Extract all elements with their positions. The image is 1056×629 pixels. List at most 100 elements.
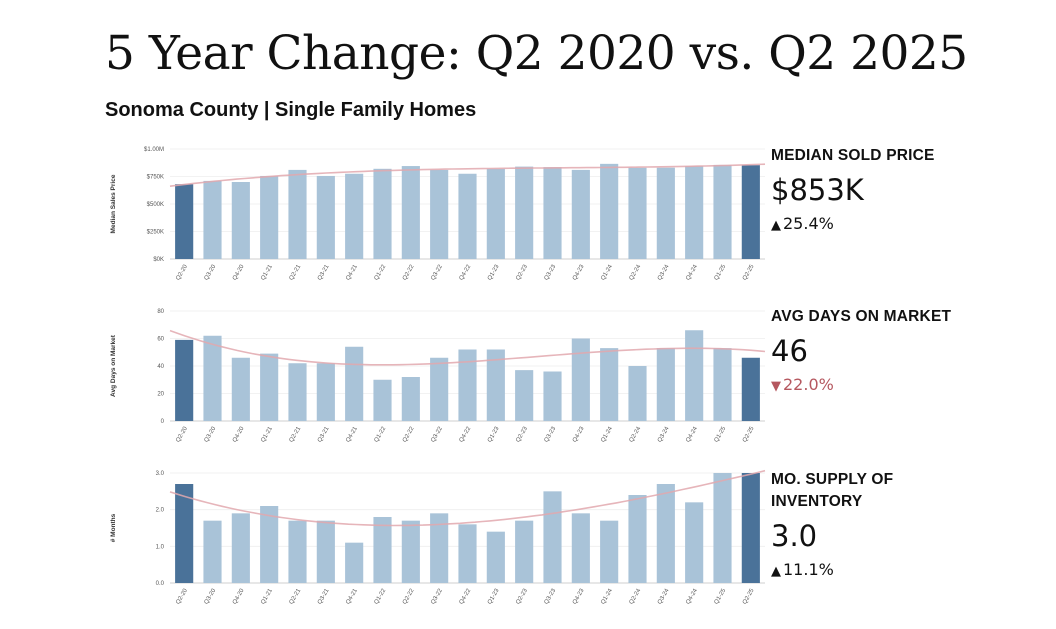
x-tick-label: Q1-22 <box>374 425 388 443</box>
x-tick-label: Q3-24 <box>657 425 671 443</box>
x-tick-label: Q4-21 <box>345 425 359 443</box>
x-tick-label: Q4-23 <box>572 263 586 281</box>
x-tick-label: Q3-22 <box>430 263 444 281</box>
bar-q3-22 <box>430 169 449 259</box>
x-tick-label: Q3-24 <box>657 263 671 281</box>
bar-q2-20 <box>175 484 194 583</box>
x-tick-label: Q3-23 <box>544 587 558 605</box>
x-tick-label: Q3-21 <box>317 263 331 281</box>
x-tick-label: Q1-25 <box>714 425 728 443</box>
bar-q1-22 <box>373 168 392 259</box>
bar-q2-21 <box>288 520 307 583</box>
bar-q2-22 <box>401 377 420 421</box>
bar-q1-25 <box>713 164 732 259</box>
x-tick-label: Q2-24 <box>629 587 643 605</box>
x-tick-label: Q2-20 <box>175 425 189 443</box>
x-tick-label: Q3-20 <box>204 587 218 605</box>
down-arrow-icon: ▼ <box>771 379 781 394</box>
bar-q2-25 <box>741 165 760 259</box>
kpi-change: ▼ 22.0% <box>771 375 1041 397</box>
bar-q4-24 <box>685 330 704 421</box>
bar-q4-22 <box>458 173 477 259</box>
kpi-value: $853K <box>771 173 864 207</box>
bar-q3-24 <box>656 484 675 583</box>
y-tick-label: $1.00M <box>144 147 164 153</box>
x-tick-label: Q2-23 <box>515 587 529 605</box>
y-tick-label: 0.0 <box>156 581 165 587</box>
x-tick-label: Q1-24 <box>600 425 614 443</box>
x-tick-label: Q1-23 <box>487 587 501 605</box>
x-tick-label: Q3-20 <box>204 263 218 281</box>
x-tick-label: Q2-20 <box>175 263 189 281</box>
y-tick-label: $0K <box>153 257 164 263</box>
x-tick-label: Q4-20 <box>232 425 246 443</box>
y-tick-label: 40 <box>157 364 164 370</box>
bar-q2-22 <box>401 520 420 583</box>
bar-q2-25 <box>741 357 760 421</box>
x-tick-label: Q4-22 <box>459 587 473 605</box>
x-tick-label: Q2-21 <box>289 425 303 443</box>
x-tick-label: Q2-20 <box>175 587 189 605</box>
bar-q2-23 <box>515 520 534 583</box>
x-tick-label: Q1-21 <box>260 587 274 605</box>
x-tick-label: Q4-24 <box>685 425 699 443</box>
x-tick-label: Q2-24 <box>629 263 643 281</box>
bar-q3-23 <box>543 167 562 259</box>
x-tick-label: Q4-21 <box>345 263 359 281</box>
y-axis-label: # Months <box>110 513 117 542</box>
kpi-value: 46 <box>771 334 808 368</box>
bar-q4-22 <box>458 349 477 421</box>
y-tick-label: 60 <box>157 337 164 343</box>
y-tick-label: 1.0 <box>156 544 165 550</box>
months-supply-chart: # Months 0.0 1.0 2.0 3.0 Q2-20 Q3-20 Q4-20 Q1-21… <box>110 469 766 605</box>
bar-q4-20 <box>231 513 250 583</box>
x-tick-label: Q4-21 <box>345 587 359 605</box>
bar-q4-21 <box>345 346 364 421</box>
x-tick-label: Q4-24 <box>685 263 699 281</box>
x-tick-label: Q2-22 <box>402 425 416 443</box>
y-tick-label: 20 <box>157 392 164 398</box>
bar-q4-23 <box>571 513 590 583</box>
bar-q3-23 <box>543 371 562 421</box>
trend-line <box>169 163 766 187</box>
kpi-change: ▲ 25.4% <box>771 214 1041 236</box>
x-tick-label: Q2-22 <box>402 263 416 281</box>
x-tick-label: Q2-23 <box>515 263 529 281</box>
bar-q3-20 <box>203 335 222 421</box>
bar-q4-24 <box>685 502 704 583</box>
up-arrow-icon: ▲ <box>771 564 781 579</box>
bar-q3-24 <box>656 167 675 259</box>
x-tick-label: Q1-21 <box>260 263 274 281</box>
bar-q3-20 <box>203 520 222 583</box>
x-tick-label: Q4-24 <box>685 587 699 605</box>
kpi-label: AVG DAYS ON MARKET <box>771 308 952 325</box>
kpi-change-value: 22.0% <box>783 375 834 394</box>
x-tick-label: Q3-22 <box>430 587 444 605</box>
bar-q3-21 <box>316 520 335 583</box>
bar-q2-22 <box>401 166 420 259</box>
x-tick-label: Q3-23 <box>544 425 558 443</box>
x-tick-label: Q2-25 <box>742 263 756 281</box>
x-tick-label: Q1-23 <box>487 263 501 281</box>
x-tick-label: Q4-20 <box>232 587 246 605</box>
x-tick-label: Q2-21 <box>289 587 303 605</box>
bar-q1-21 <box>260 506 279 583</box>
kpi-months-supply: MO. SUPPLY OF INVENTORY 3.0 ▲ 11.1% <box>771 469 931 582</box>
days-on-market-chart: Avg Days on Market 0 20 40 60 80 Q2-20 Q3-20 Q4-… <box>110 309 766 443</box>
bar-q3-20 <box>203 180 222 259</box>
x-tick-label: Q2-24 <box>629 425 643 443</box>
bar-q2-20 <box>175 339 194 421</box>
bar-q3-22 <box>430 357 449 421</box>
x-tick-label: Q2-23 <box>515 425 529 443</box>
y-tick-label: 80 <box>157 309 164 315</box>
bar-q3-24 <box>656 348 675 421</box>
bar-q2-20 <box>175 184 194 259</box>
bar-q1-22 <box>373 517 392 583</box>
x-tick-label: Q1-24 <box>600 587 614 605</box>
bar-q4-21 <box>345 173 364 259</box>
x-tick-label: Q1-24 <box>600 263 614 281</box>
bar-q4-23 <box>571 338 590 421</box>
bar-q2-24 <box>628 495 647 583</box>
x-tick-label: Q2-25 <box>742 425 756 443</box>
bar-q4-21 <box>345 542 364 583</box>
